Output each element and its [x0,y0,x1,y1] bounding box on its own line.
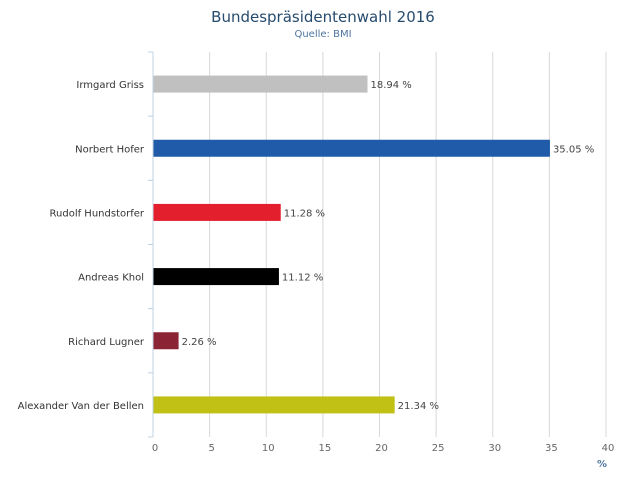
bar [153,268,279,286]
category-label: Rudolf Hundstorfer [50,208,145,219]
data-label: 2.26 % [182,337,217,348]
x-tick-label: 25 [432,443,445,454]
data-label: 11.28 % [284,208,325,219]
data-label: 11.12 % [282,273,323,284]
x-tick-label: 10 [262,443,275,454]
category-label: Richard Lugner [68,337,145,348]
x-tick-label: 20 [375,443,388,454]
chart-subtitle: Quelle: BMI [294,29,351,40]
x-tick-label: 15 [319,443,332,454]
data-label: 35.05 % [553,144,594,155]
x-tick-label: 35 [545,443,558,454]
category-label: Norbert Hofer [75,144,145,155]
bar [153,203,281,221]
chart-title: Bundespräsidentenwahl 2016 [211,8,435,26]
axes: 0 5 10 15 20 25 30 35 40 Irmgard Griss Norbert Hof… [18,51,615,454]
category-label: Irmgard Griss [76,80,144,91]
category-label: Alexander Van der Bellen [18,401,144,412]
x-tick-label: 5 [208,443,214,454]
bar [153,139,550,157]
x-tick-label: 30 [488,443,501,454]
bar [153,332,179,350]
x-axis-unit: % [597,459,607,470]
x-tick-label: 0 [152,443,158,454]
x-tick-label: 40 [602,443,615,454]
gridlines [209,52,607,437]
bar [153,75,368,93]
category-label: Andreas Khol [78,273,144,284]
bar [153,396,395,414]
data-label: 21.34 % [398,401,439,412]
data-label: 18.94 % [370,80,411,91]
bars: 18.94 % 35.05 % 11.28 % 11.12 % 2.26 % 21.34 … [153,75,594,414]
